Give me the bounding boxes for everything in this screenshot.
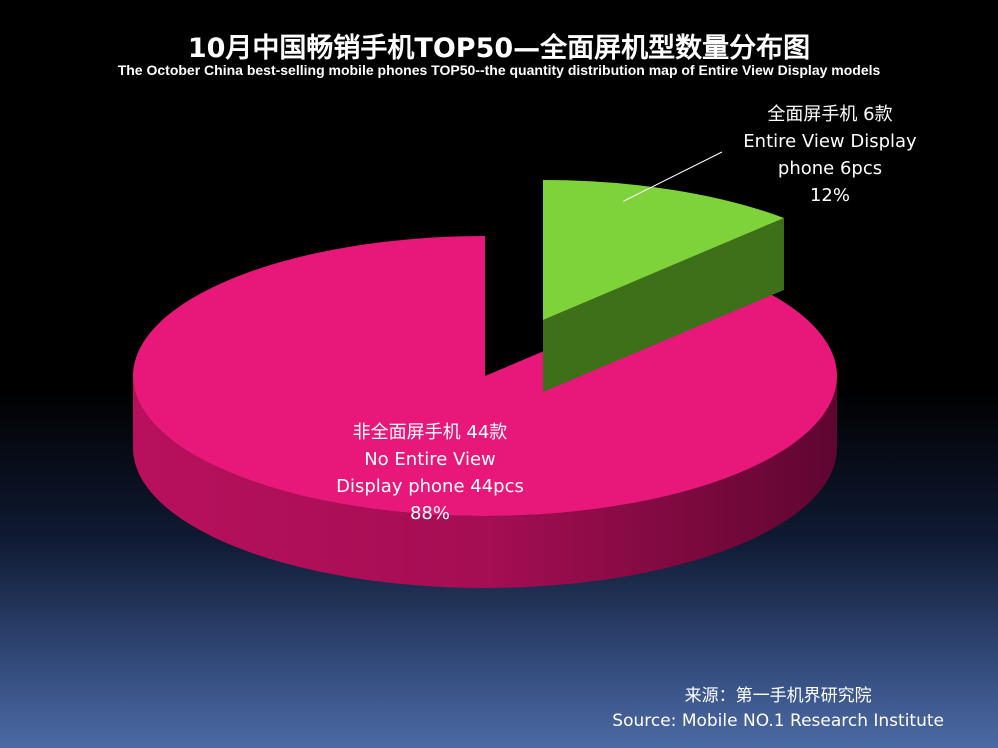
slice-percent: 12% (809, 185, 850, 206)
slice-label-cn: 全面屏手机 6款 (767, 104, 893, 125)
leader-line (623, 151, 723, 202)
source-en: Source: Mobile NO.1 Research Institute (612, 711, 944, 731)
slice-label-en-line2: phone 6pcs (777, 158, 883, 179)
slice-label-cn: 非全面屏手机 44款 (352, 422, 508, 443)
pie-slice-side (133, 376, 837, 588)
slice-percent: 88% (409, 503, 450, 524)
chart-subtitle: The October China best-selling mobile ph… (117, 62, 881, 78)
pie-slice (543, 180, 784, 320)
slice-label-en-line2: Display phone 44pcs (336, 476, 524, 497)
source-cn: 来源：第一手机界研究院 (684, 686, 872, 706)
chart-title: 10月中国畅销手机TOP50—全面屏机型数量分布图 (187, 33, 811, 64)
source-note: 来源：第一手机界研究院 Source: Mobile NO.1 Research… (612, 684, 944, 734)
slice-label-en-line1: No Entire View (364, 449, 496, 470)
slice-label-en-line1: Entire View Display (743, 131, 917, 152)
pie-slice-cut-face (543, 217, 784, 392)
slice-label-entire-view: 全面屏手机 6款 Entire View Display phone 6pcs … (700, 101, 960, 209)
slice-label-non-entire-view: 非全面屏手机 44款 No Entire View Display phone … (290, 419, 570, 527)
